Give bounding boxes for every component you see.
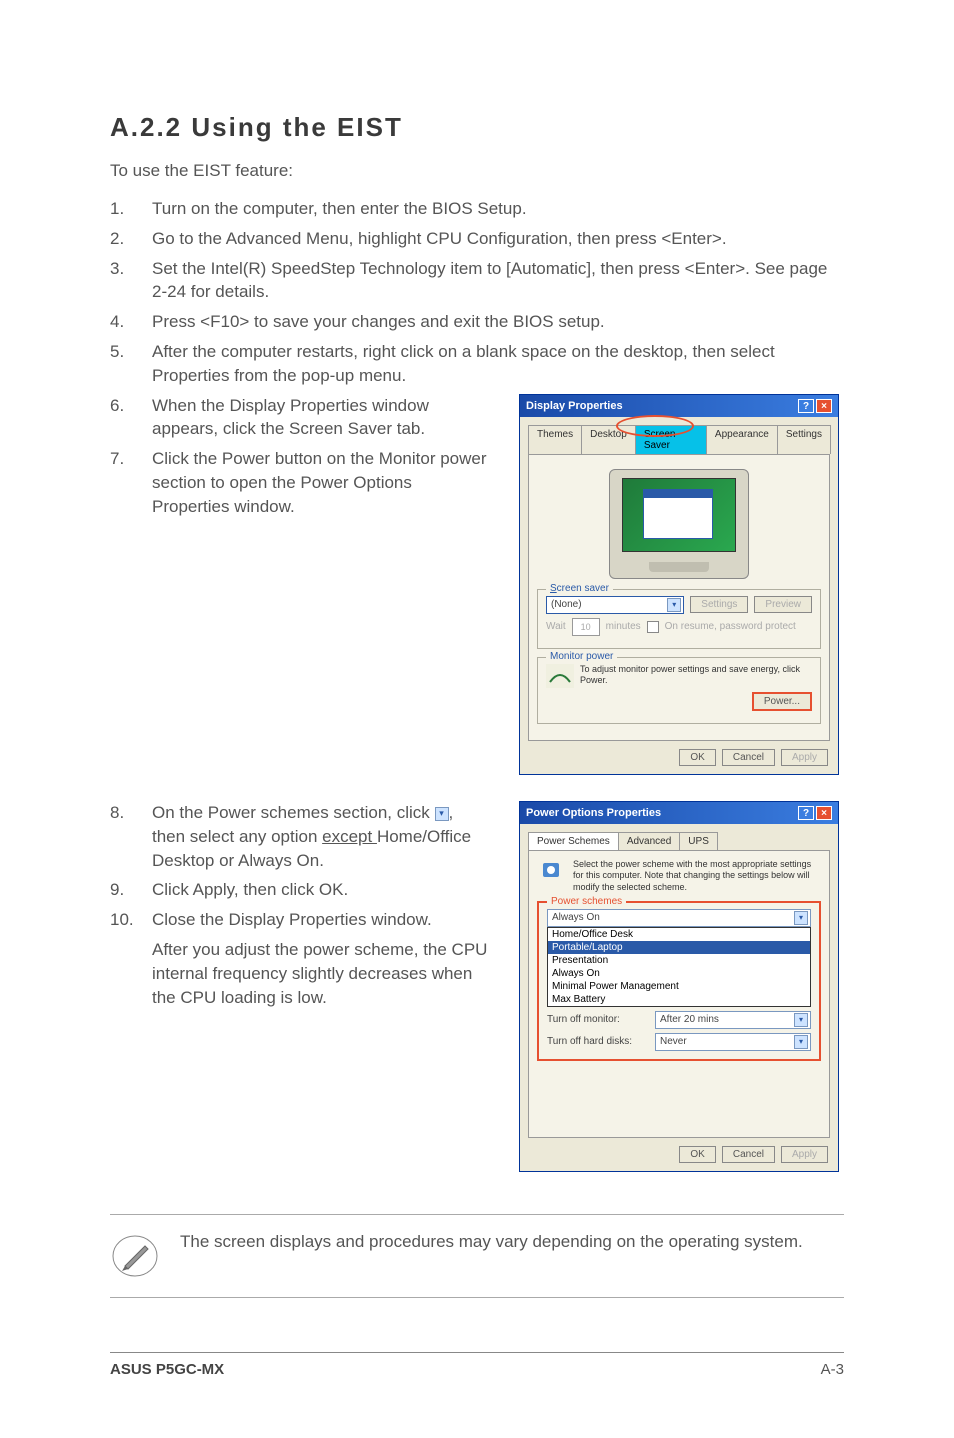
- scheme-option[interactable]: Minimal Power Management: [548, 980, 810, 993]
- step-8: On the Power schemes section, click ▾, t…: [110, 801, 489, 872]
- chevron-down-icon: ▾: [794, 1035, 808, 1049]
- help-button[interactable]: ?: [798, 399, 814, 413]
- energy-star-icon: [546, 664, 574, 688]
- scheme-option[interactable]: Always On: [548, 967, 810, 980]
- ok-button[interactable]: OK: [679, 749, 715, 766]
- tab-ups[interactable]: UPS: [679, 832, 718, 850]
- tab-advanced[interactable]: Advanced: [618, 832, 680, 850]
- monitor-preview: [609, 469, 749, 579]
- step-10: Close the Display Properties window.: [110, 908, 489, 932]
- tab-power-schemes[interactable]: Power Schemes: [528, 832, 619, 850]
- step-9: Click Apply, then click OK.: [110, 878, 489, 902]
- chevron-down-icon: ▾: [667, 598, 681, 612]
- footer-product: ASUS P5GC-MX: [110, 1361, 224, 1378]
- after-adjust-note: After you adjust the power scheme, the C…: [110, 938, 489, 1009]
- resume-label: On resume, password protect: [665, 621, 796, 632]
- power-schemes-section: Power schemes Always On ▾ Home/Office De…: [537, 901, 821, 1061]
- step-7: Click the Power button on the Monitor po…: [110, 447, 489, 518]
- tab-themes[interactable]: Themes: [528, 425, 582, 454]
- footer-page-number: A-3: [821, 1361, 844, 1378]
- step-2: Go to the Advanced Menu, highlight CPU C…: [110, 227, 844, 251]
- power-button[interactable]: Power...: [752, 692, 812, 711]
- tab-appearance[interactable]: Appearance: [706, 425, 778, 454]
- screensaver-select[interactable]: (None) ▾: [546, 596, 684, 614]
- power-icon: [537, 859, 565, 883]
- screensaver-value: (None): [551, 599, 582, 610]
- wait-label: Wait: [546, 621, 566, 632]
- scheme-option[interactable]: Home/Office Desk: [548, 928, 810, 941]
- apply-button[interactable]: Apply: [781, 749, 828, 766]
- power-tabs: Power Schemes Advanced UPS: [528, 832, 830, 850]
- intro-text: To use the EIST feature:: [110, 161, 844, 181]
- ok-button[interactable]: OK: [679, 1146, 715, 1163]
- power-title: Power Options Properties: [526, 807, 661, 819]
- chevron-down-icon: ▾: [435, 807, 449, 821]
- screensaver-section: Screen saver (None) ▾ Settings Preview W…: [537, 589, 821, 649]
- monitor-off-value: After 20 mins: [660, 1014, 719, 1025]
- display-titlebar: Display Properties ? ×: [520, 395, 838, 417]
- scheme-option[interactable]: Max Battery: [548, 993, 810, 1006]
- disks-off-value: Never: [660, 1036, 687, 1047]
- settings-button[interactable]: Settings: [690, 596, 748, 613]
- power-titlebar: Power Options Properties ? ×: [520, 802, 838, 824]
- monitor-off-select[interactable]: After 20 mins ▾: [655, 1011, 811, 1029]
- disks-off-select[interactable]: Never ▾: [655, 1033, 811, 1051]
- display-title: Display Properties: [526, 400, 623, 412]
- disks-off-label: Turn off hard disks:: [547, 1036, 647, 1047]
- screensaver-tab-highlight: [616, 415, 694, 437]
- step8-except: except: [322, 827, 377, 846]
- chevron-down-icon: ▾: [794, 1013, 808, 1027]
- apply-button[interactable]: Apply: [781, 1146, 828, 1163]
- section-heading: A.2.2 Using the EIST: [110, 112, 844, 143]
- monitor-off-label: Turn off monitor:: [547, 1014, 647, 1025]
- monitor-power-label: Monitor power: [546, 651, 617, 662]
- pencil-icon: [110, 1231, 160, 1281]
- wait-unit: minutes: [606, 621, 641, 632]
- power-options-dialog: Power Options Properties ? × Power Schem…: [519, 801, 839, 1172]
- note-callout: The screen displays and procedures may v…: [110, 1214, 844, 1298]
- close-button[interactable]: ×: [816, 399, 832, 413]
- step-6: When the Display Properties window appea…: [110, 394, 489, 442]
- scheme-option[interactable]: Portable/Laptop: [548, 941, 810, 954]
- step-1: Turn on the computer, then enter the BIO…: [110, 197, 844, 221]
- page-footer: ASUS P5GC-MX A-3: [110, 1352, 844, 1378]
- close-button[interactable]: ×: [816, 806, 832, 820]
- display-properties-dialog: Display Properties ? × Themes Desktop Sc…: [519, 394, 839, 776]
- step-5: After the computer restarts, right click…: [110, 340, 844, 388]
- help-button[interactable]: ?: [798, 806, 814, 820]
- scheme-dropdown-list: Home/Office Desk Portable/Laptop Present…: [547, 927, 811, 1007]
- step8-text-a: On the Power schemes section, click: [152, 803, 435, 822]
- scheme-option[interactable]: Presentation: [548, 954, 810, 967]
- power-schemes-label: Power schemes: [547, 896, 626, 907]
- resume-checkbox[interactable]: [647, 621, 659, 633]
- chevron-down-icon: ▾: [794, 911, 808, 925]
- cancel-button[interactable]: Cancel: [722, 1146, 775, 1163]
- tab-settings[interactable]: Settings: [777, 425, 831, 454]
- wait-spinner[interactable]: 10: [572, 618, 600, 636]
- scheme-selected: Always On: [552, 912, 600, 923]
- power-desc: Select the power scheme with the most ap…: [573, 859, 821, 893]
- cancel-button[interactable]: Cancel: [722, 749, 775, 766]
- step-4: Press <F10> to save your changes and exi…: [110, 310, 844, 334]
- note-text: The screen displays and procedures may v…: [180, 1231, 803, 1254]
- scheme-select[interactable]: Always On ▾: [547, 909, 811, 927]
- step-3: Set the Intel(R) SpeedStep Technology it…: [110, 257, 844, 305]
- preview-button[interactable]: Preview: [754, 596, 812, 613]
- monitor-power-section: Monitor power To adjust monitor power se…: [537, 657, 821, 725]
- monitor-power-text: To adjust monitor power settings and sav…: [580, 664, 812, 687]
